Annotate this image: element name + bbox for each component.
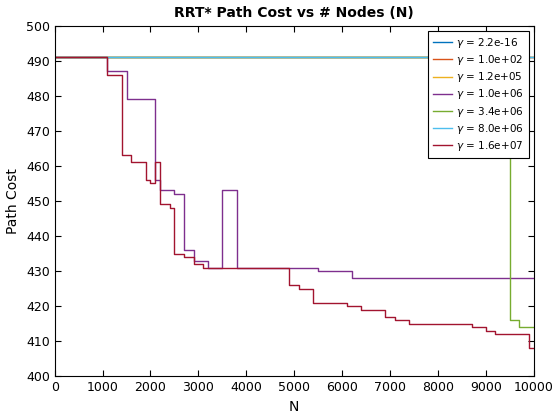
$\gamma$ = 1.0e+06: [171, 192, 178, 197]
$\gamma$ = 1.0e+06: [52, 55, 58, 60]
$\gamma$ = 1.0e+06: [181, 247, 188, 252]
$\gamma$ = 1.0e+06: [253, 265, 259, 270]
$\gamma$ = 1.0e+06: [329, 268, 336, 273]
$\gamma$ = 1.2e+05: [52, 55, 58, 60]
$\gamma$ = 1.6e+07: [320, 300, 326, 305]
$\gamma$ = 1.6e+07: [358, 307, 365, 312]
$\gamma$ = 1.0e+06: [204, 258, 211, 263]
$\gamma$ = 1.0e+06: [219, 188, 226, 193]
$\gamma$ = 8.0e+06: [497, 55, 503, 60]
$\gamma$ = 1.0e+06: [530, 276, 537, 281]
Legend: $\gamma$ = 2.2e-16, $\gamma$ = 1.0e+02, $\gamma$ = 1.2e+05, $\gamma$ = 1.0e+06, : $\gamma$ = 2.2e-16, $\gamma$ = 1.0e+02, …: [428, 31, 529, 158]
$\gamma$ = 3.4e+06: [516, 318, 523, 323]
$\gamma$ = 3.4e+06: [506, 318, 513, 323]
$\gamma$ = 1.0e+06: [152, 97, 158, 102]
$\gamma$ = 1.0e+06: [253, 265, 259, 270]
$\gamma$ = 1.0e+06: [291, 265, 297, 270]
$\gamma$ = 3.4e+06: [52, 55, 58, 60]
$\gamma$ = 1.6e+07: [530, 346, 537, 351]
$\gamma$ = 3.4e+06: [506, 55, 513, 60]
$\gamma$ = 1.6e+07: [526, 346, 533, 351]
$\gamma$ = 3.4e+06: [497, 55, 503, 60]
$\gamma$ = 1.6e+07: [52, 55, 58, 60]
$\gamma$ = 1.0e+06: [123, 68, 130, 74]
$\gamma$ = 1.0e+06: [123, 97, 130, 102]
$\gamma$ = 1.0e+06: [99, 55, 106, 60]
$\gamma$ = 1.0e+06: [291, 265, 297, 270]
$\gamma$ = 1.0e+06: [315, 265, 321, 270]
$\gamma$ = 8.0e+06: [497, 55, 503, 60]
$\gamma$ = 1.0e+06: [157, 188, 164, 193]
$\gamma$ = 2.2e-16: [530, 55, 537, 60]
$\gamma$ = 1.0e+02: [52, 55, 58, 60]
$\gamma$ = 1.0e+02: [530, 55, 537, 60]
Y-axis label: Path Cost: Path Cost: [6, 168, 20, 234]
$\gamma$ = 1.0e+06: [190, 247, 197, 252]
$\gamma$ = 1.0e+06: [234, 265, 240, 270]
$\gamma$ = 1.0e+06: [181, 192, 188, 197]
$\gamma$ = 8.0e+06: [52, 55, 58, 60]
$\gamma$ = 1.0e+06: [152, 177, 158, 182]
$\gamma$ = 1.0e+06: [348, 268, 355, 273]
$\gamma$ = 1.0e+06: [190, 258, 197, 263]
$\gamma$ = 1.0e+06: [204, 265, 211, 270]
$\gamma$ = 1.0e+06: [315, 268, 321, 273]
$\gamma$ = 1.0e+06: [348, 276, 355, 281]
$\gamma$ = 2.2e-16: [52, 55, 58, 60]
Line: $\gamma$ = 1.6e+07: $\gamma$ = 1.6e+07: [55, 57, 534, 348]
Line: $\gamma$ = 3.4e+06: $\gamma$ = 3.4e+06: [55, 57, 534, 327]
$\gamma$ = 1.2e+05: [530, 55, 537, 60]
$\gamma$ = 1.0e+06: [219, 265, 226, 270]
$\gamma$ = 1.0e+06: [234, 188, 240, 193]
$\gamma$ = 1.0e+06: [104, 68, 111, 74]
$\gamma$ = 3.4e+06: [497, 55, 503, 60]
$\gamma$ = 1.0e+02: [530, 55, 537, 60]
$\gamma$ = 1.0e+06: [329, 268, 336, 273]
$\gamma$ = 8.0e+06: [530, 55, 537, 60]
$\gamma$ = 3.4e+06: [530, 325, 537, 330]
$\gamma$ = 1.2e+05: [530, 55, 537, 60]
$\gamma$ = 3.4e+06: [516, 325, 523, 330]
X-axis label: N: N: [289, 400, 300, 414]
$\gamma$ = 1.0e+06: [138, 97, 144, 102]
$\gamma$ = 2.2e-16: [530, 55, 537, 60]
$\gamma$ = 8.0e+06: [530, 55, 537, 60]
Line: $\gamma$ = 1.0e+06: $\gamma$ = 1.0e+06: [55, 57, 534, 278]
$\gamma$ = 1.6e+07: [492, 332, 499, 337]
$\gamma$ = 1.6e+07: [416, 321, 422, 326]
$\gamma$ = 1.6e+07: [483, 325, 489, 330]
$\gamma$ = 1.0e+06: [99, 55, 106, 60]
$\gamma$ = 1.6e+07: [454, 321, 460, 326]
Title: RRT* Path Cost vs # Nodes (N): RRT* Path Cost vs # Nodes (N): [174, 6, 414, 20]
$\gamma$ = 1.0e+06: [171, 188, 178, 193]
$\gamma$ = 1.0e+06: [138, 97, 144, 102]
$\gamma$ = 3.4e+06: [530, 325, 537, 330]
$\gamma$ = 1.0e+06: [157, 177, 164, 182]
$\gamma$ = 1.0e+06: [104, 55, 111, 60]
$\gamma$ = 1.0e+06: [530, 276, 537, 281]
